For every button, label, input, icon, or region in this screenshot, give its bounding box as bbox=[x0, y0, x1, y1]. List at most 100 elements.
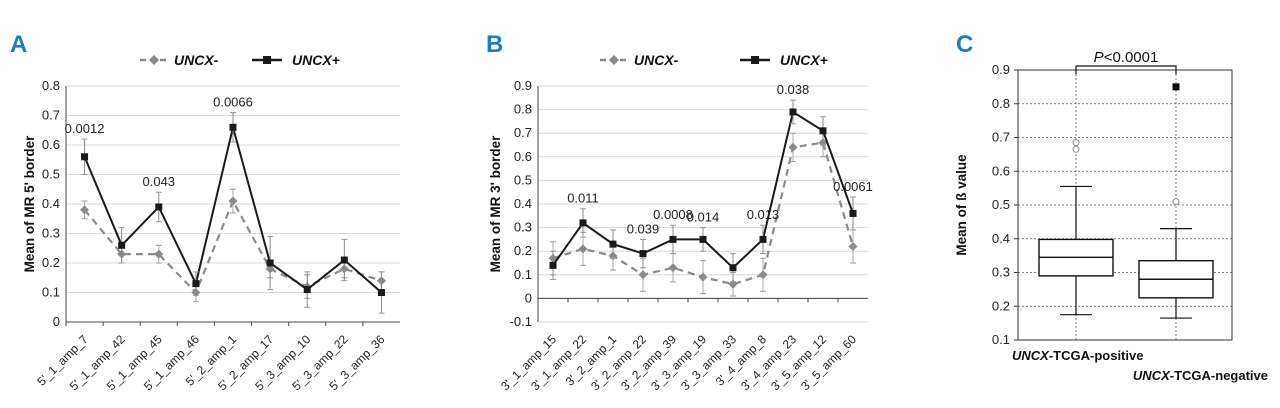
data-point-diamond bbox=[758, 270, 768, 280]
gene-name: UNCX bbox=[1133, 368, 1171, 383]
data-point-square bbox=[118, 241, 126, 249]
y-tick-label: 0 bbox=[525, 290, 532, 305]
data-point-diamond bbox=[848, 241, 858, 251]
p-value-label: 0.011 bbox=[567, 191, 599, 206]
y-tick-label: 0.3 bbox=[42, 226, 60, 241]
data-point-square bbox=[789, 108, 797, 116]
panel-b-letter: B bbox=[486, 31, 503, 58]
data-point-diamond bbox=[638, 270, 648, 280]
y-tick-label: 0.5 bbox=[42, 167, 60, 182]
y-tick-label: 0.4 bbox=[42, 196, 60, 211]
data-point-square bbox=[819, 127, 827, 135]
box-positive bbox=[1038, 70, 1114, 340]
y-axis-label: Mean of MR 5' border bbox=[22, 135, 37, 272]
data-point-diamond bbox=[698, 272, 708, 282]
p-value-label: 0.013 bbox=[747, 207, 780, 222]
group-suffix: -TCGA-negative bbox=[1170, 368, 1268, 383]
panel-c-chart: 0.1 0.2 0.3 0.4 0.5 0.6 0.7 0.8 0.9 Mean of ß val… bbox=[954, 49, 1268, 383]
p-value-label: 0.043 bbox=[143, 174, 176, 189]
y-tick-label: 0.1 bbox=[992, 332, 1010, 347]
data-point-diamond bbox=[668, 263, 678, 273]
p-symbol: P bbox=[1094, 49, 1104, 66]
y-tick-label: 0.3 bbox=[514, 220, 532, 235]
legend-marker-diamond-a bbox=[149, 55, 159, 65]
y-tick-label: 0.4 bbox=[992, 231, 1010, 246]
y-tick-label: 0.2 bbox=[514, 243, 532, 258]
y-tick-label: 0.7 bbox=[42, 108, 60, 123]
data-point-square bbox=[303, 286, 311, 294]
p-value-label: 0.0066 bbox=[213, 95, 253, 110]
x-category-positive: UNCX-TCGA-positive bbox=[1012, 348, 1143, 363]
p-value-label: 0.039 bbox=[627, 221, 660, 236]
y-tick-label: 0.3 bbox=[992, 265, 1010, 280]
panel-c-letter: C bbox=[956, 31, 973, 58]
outlier-point-filled bbox=[1172, 83, 1180, 91]
y-tick-label: 0.8 bbox=[992, 96, 1010, 111]
data-point-diamond bbox=[154, 249, 164, 259]
data-point-square bbox=[669, 235, 677, 243]
outlier-point bbox=[1072, 145, 1080, 153]
p-value-label: 0.014 bbox=[687, 210, 720, 225]
y-tick-label: 0.6 bbox=[42, 137, 60, 152]
y-tick-label: 0.4 bbox=[514, 196, 532, 211]
legend-label-uncx-minus-a: UNCX- bbox=[174, 52, 219, 68]
y-tick-label: 0.2 bbox=[992, 298, 1010, 313]
data-point-diamond bbox=[788, 142, 798, 152]
data-point-square bbox=[699, 235, 707, 243]
box-negative bbox=[1138, 70, 1214, 340]
x-category-negative: UNCX-TCGA-negative bbox=[1133, 368, 1268, 383]
data-point-square bbox=[759, 235, 767, 243]
panel-a-legend: UNCX- UNCX+ bbox=[140, 52, 340, 68]
y-tick-label: 0.6 bbox=[992, 163, 1010, 178]
plot-frame bbox=[1017, 69, 1233, 341]
series-line bbox=[83, 198, 382, 295]
y-tick-label: 0.8 bbox=[42, 78, 60, 93]
p-value-label: 0.0061 bbox=[833, 179, 873, 194]
y-tick-label: 0.5 bbox=[514, 172, 532, 187]
legend-marker-diamond-b bbox=[609, 55, 619, 65]
outlier-point bbox=[1072, 139, 1080, 147]
legend-label-uncx-plus-b: UNCX+ bbox=[780, 52, 828, 68]
data-point-square bbox=[266, 259, 274, 267]
group-suffix: -TCGA-positive bbox=[1049, 348, 1144, 363]
data-point-square bbox=[340, 256, 348, 264]
y-tick-label: -0.1 bbox=[510, 314, 532, 329]
data-point-square bbox=[729, 264, 737, 272]
p-threshold: <0.0001 bbox=[1104, 49, 1159, 66]
legend-marker-square-a bbox=[263, 56, 271, 64]
data-point-diamond bbox=[578, 244, 588, 254]
legend-label-uncx-plus-a: UNCX+ bbox=[292, 52, 340, 68]
y-tick-label: 0.8 bbox=[514, 102, 532, 117]
y-tick-label: 0.2 bbox=[42, 255, 60, 270]
y-tick-label: 0.1 bbox=[42, 285, 60, 300]
y-tick-label: 0 bbox=[53, 314, 60, 329]
p-value-label: 0.0012 bbox=[65, 121, 105, 136]
y-tick-label: 0.5 bbox=[992, 197, 1010, 212]
data-point-square bbox=[579, 219, 587, 227]
outlier-point bbox=[1172, 198, 1180, 206]
series-uncx-plus bbox=[81, 112, 385, 314]
data-point-square bbox=[549, 261, 557, 269]
series-uncx-plus bbox=[549, 99, 857, 283]
series-uncx-minus bbox=[80, 188, 386, 302]
data-point-square bbox=[849, 209, 857, 217]
p-value-label: 0.0008 bbox=[653, 207, 693, 222]
panel-a-letter: A bbox=[10, 31, 27, 58]
legend-marker-square-b bbox=[751, 56, 759, 64]
panel-b-chart: -0.100.10.20.30.40.50.60.70.80.93'_1_amp… bbox=[488, 78, 873, 393]
y-tick-label: 0.9 bbox=[992, 62, 1010, 77]
legend-label-uncx-minus-b: UNCX- bbox=[634, 52, 679, 68]
significance-bracket bbox=[1075, 65, 1177, 74]
data-point-diamond bbox=[80, 205, 90, 215]
data-point-diamond bbox=[228, 196, 238, 206]
p-value-label: 0.038 bbox=[777, 82, 810, 97]
y-tick-label: 0.1 bbox=[514, 267, 532, 282]
data-point-square bbox=[377, 289, 385, 296]
y-axis-label: Mean of ß value bbox=[954, 154, 969, 256]
data-point-square bbox=[81, 153, 89, 161]
panel-b-legend: UNCX- UNCX+ bbox=[600, 52, 828, 68]
y-tick-label: 0.7 bbox=[514, 125, 532, 140]
y-tick-label: 0.7 bbox=[992, 130, 1010, 145]
data-point-square bbox=[609, 240, 617, 248]
